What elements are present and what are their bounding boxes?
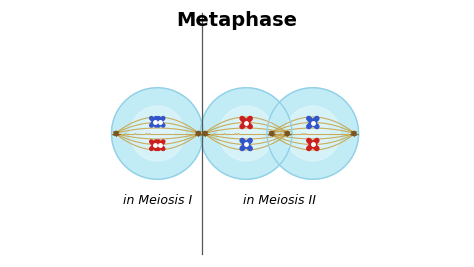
Circle shape (352, 131, 356, 136)
Text: in Meiosis I: in Meiosis I (123, 194, 192, 207)
Circle shape (270, 131, 273, 136)
Circle shape (297, 117, 329, 150)
Circle shape (306, 127, 319, 140)
Circle shape (230, 117, 262, 150)
Text: Metaphase: Metaphase (176, 11, 298, 30)
Text: in Meiosis II: in Meiosis II (243, 194, 316, 207)
Circle shape (203, 131, 207, 136)
Circle shape (285, 131, 290, 136)
Circle shape (196, 131, 201, 136)
Circle shape (219, 106, 273, 161)
Circle shape (201, 88, 292, 179)
Circle shape (141, 117, 173, 150)
Circle shape (150, 127, 164, 140)
Circle shape (111, 88, 203, 179)
Circle shape (114, 131, 118, 136)
Circle shape (267, 88, 358, 179)
Circle shape (130, 106, 185, 161)
Circle shape (239, 127, 253, 140)
Circle shape (285, 106, 340, 161)
